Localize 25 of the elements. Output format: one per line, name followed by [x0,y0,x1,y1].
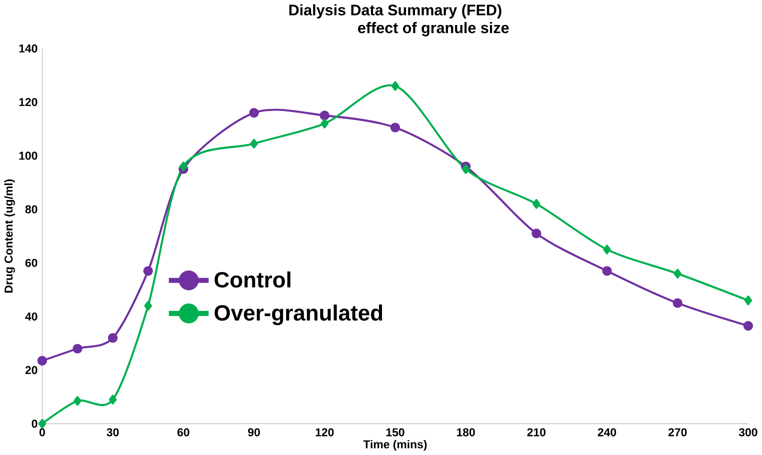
y-tick-label: 0 [32,420,38,428]
y-tick-label: 140 [19,44,38,53]
x-tick-label: 180 [456,428,475,436]
y-axis-title: Drug Content (ug/ml) [4,179,15,293]
y-tick-label: 100 [19,152,38,160]
x-tick-label: 60 [177,428,190,436]
x-tick-label: 90 [248,428,260,436]
y-tick-label: 60 [25,258,38,267]
chart-subtitle: effect of granule size [358,22,509,36]
x-tick-label: 150 [386,428,404,436]
x-tick-label: 120 [316,428,334,436]
x-tick-label: 300 [738,428,758,436]
legend-label: Over-granulated [214,304,382,326]
legend-label: Control [214,271,290,288]
y-tick-label: 40 [25,312,38,321]
chart-title: Dialysis Data Summary (FED) [289,4,502,19]
x-axis-title: Time (mins) [363,440,427,451]
x-tick-label: 0 [39,428,45,436]
x-tick-label: 30 [106,428,119,436]
y-tick-label: 80 [25,205,38,214]
y-tick-label: 20 [25,366,38,374]
x-tick-label: 210 [527,428,546,436]
y-tick-label: 120 [19,98,38,106]
x-tick-label: 240 [598,428,616,436]
x-tick-label: 270 [668,428,687,436]
